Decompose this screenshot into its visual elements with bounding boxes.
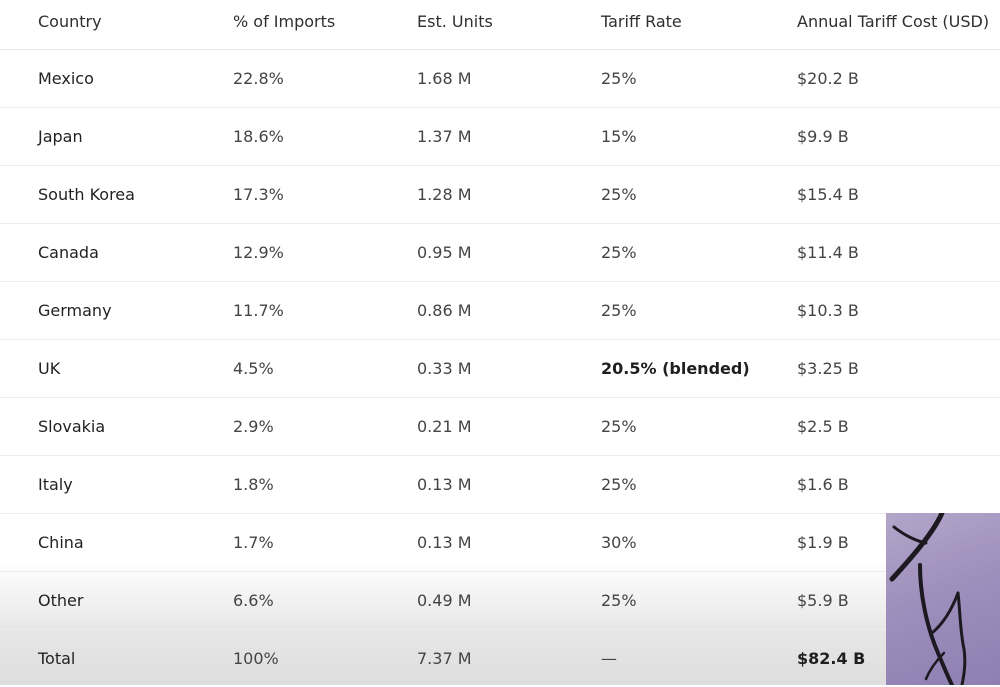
units-cell: 0.49 M (417, 591, 472, 610)
country-cell: Slovakia (38, 417, 106, 436)
country-cell: Germany (38, 301, 112, 320)
header-est-units: Est. Units (417, 12, 493, 31)
header-percent-imports: % of Imports (233, 12, 336, 31)
units-cell: 1.28 M (417, 185, 472, 204)
tariff-cost-cell: $15.4 B (797, 185, 859, 204)
tariff-rate-cell: 25% (601, 591, 637, 610)
table-row: China 1.7% 0.13 M 30% $1.9 B (0, 514, 1000, 572)
tariff-cost-cell: $10.3 B (797, 301, 859, 320)
units-cell: 0.13 M (417, 533, 472, 552)
units-cell: 0.13 M (417, 475, 472, 494)
imports-cell: 4.5% (233, 359, 274, 378)
tariff-rate-cell: 25% (601, 243, 637, 262)
tariff-cost-cell: $11.4 B (797, 243, 859, 262)
units-cell: 0.86 M (417, 301, 472, 320)
imports-cell: 6.6% (233, 591, 274, 610)
tariff-cost-cell: $1.6 B (797, 475, 849, 494)
table-row: Slovakia 2.9% 0.21 M 25% $2.5 B (0, 398, 1000, 456)
tariff-rate-cell: 25% (601, 417, 637, 436)
tariff-cost-cell: $3.25 B (797, 359, 859, 378)
tariff-cost-cell: $20.2 B (797, 69, 859, 88)
table-row: Italy 1.8% 0.13 M 25% $1.6 B (0, 456, 1000, 514)
imports-cell: 18.6% (233, 127, 284, 146)
tariff-rate-cell: 25% (601, 301, 637, 320)
tariff-cost-cell: $1.9 B (797, 533, 849, 552)
imports-cell: 17.3% (233, 185, 284, 204)
total-tariff-cost: $82.4 B (797, 649, 866, 668)
imports-cell: 1.8% (233, 475, 274, 494)
tariff-rate-cell: 25% (601, 185, 637, 204)
units-cell: 0.33 M (417, 359, 472, 378)
tariff-rate-cell: 20.5% (blended) (601, 359, 750, 378)
total-row: Total 100% 7.37 M — $82.4 B (0, 630, 1000, 687)
tariff-cost-cell: $2.5 B (797, 417, 849, 436)
units-cell: 1.68 M (417, 69, 472, 88)
total-tariff-rate: — (601, 649, 617, 668)
country-cell: China (38, 533, 84, 552)
country-cell: South Korea (38, 185, 135, 204)
units-cell: 1.37 M (417, 127, 472, 146)
table-row: Canada 12.9% 0.95 M 25% $11.4 B (0, 224, 1000, 282)
webcam-overlay (886, 513, 1000, 685)
table-row: UK 4.5% 0.33 M 20.5% (blended) $3.25 B (0, 340, 1000, 398)
imports-cell: 11.7% (233, 301, 284, 320)
tariff-rate-cell: 15% (601, 127, 637, 146)
header-country: Country (38, 12, 102, 31)
tariff-rate-cell: 25% (601, 69, 637, 88)
header-tariff-rate: Tariff Rate (601, 12, 682, 31)
tariff-cost-cell: $9.9 B (797, 127, 849, 146)
country-cell: Other (38, 591, 84, 610)
imports-cell: 2.9% (233, 417, 274, 436)
tariff-rate-cell: 25% (601, 475, 637, 494)
tariff-rate-cell: 30% (601, 533, 637, 552)
total-units: 7.37 M (417, 649, 472, 668)
branch-silhouette (889, 513, 967, 685)
total-label: Total (38, 649, 76, 668)
header-annual-tariff-cost: Annual Tariff Cost (USD) (797, 12, 990, 31)
units-cell: 0.21 M (417, 417, 472, 436)
tariff-cost-cell: $5.9 B (797, 591, 849, 610)
table-row: South Korea 17.3% 1.28 M 25% $15.4 B (0, 166, 1000, 224)
country-cell: Mexico (38, 69, 94, 88)
table-row: Japan 18.6% 1.37 M 15% $9.9 B (0, 108, 1000, 166)
imports-cell: 12.9% (233, 243, 284, 262)
imports-cell: 22.8% (233, 69, 284, 88)
table-header-row: Country % of Imports Est. Units Tariff R… (0, 0, 1000, 50)
country-cell: Italy (38, 475, 73, 494)
country-cell: UK (38, 359, 61, 378)
total-imports: 100% (233, 649, 279, 668)
country-cell: Canada (38, 243, 99, 262)
country-cell: Japan (38, 127, 83, 146)
imports-cell: 1.7% (233, 533, 274, 552)
table-row: Mexico 22.8% 1.68 M 25% $20.2 B (0, 50, 1000, 108)
table-row: Germany 11.7% 0.86 M 25% $10.3 B (0, 282, 1000, 340)
table-row: Other 6.6% 0.49 M 25% $5.9 B (0, 572, 1000, 630)
units-cell: 0.95 M (417, 243, 472, 262)
